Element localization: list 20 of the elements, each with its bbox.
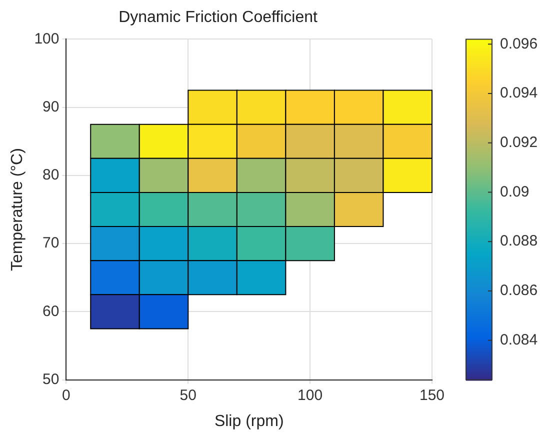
- x-tick-label: 150: [419, 386, 445, 404]
- color-bar-label: 0.086: [500, 282, 538, 300]
- color-bar-label: 0.092: [500, 134, 538, 151]
- color-bar-label: 0.088: [500, 232, 538, 250]
- y-tick-label: 70: [42, 234, 60, 252]
- x-tick-label: 100: [298, 386, 323, 404]
- y-tick-label: 50: [42, 370, 60, 388]
- y-tick-label: 100: [34, 30, 60, 48]
- y-tick-label: 60: [42, 302, 60, 320]
- y-tick-label: 80: [42, 166, 60, 184]
- color-bar-label: 0.096: [500, 35, 538, 52]
- x-tick-label: 0: [62, 386, 70, 404]
- chart-title: Dynamic Friction Coefficient: [118, 9, 318, 26]
- y-axis-title: Temperature (°C): [9, 148, 26, 271]
- y-tick-label: 90: [42, 98, 60, 116]
- x-tick-label: 50: [180, 386, 196, 404]
- color-bar-label: 0.084: [500, 331, 538, 348]
- x-axis-title: Slip (rpm): [214, 412, 284, 430]
- color-bar-label: 0.09: [500, 183, 530, 200]
- color-bar-label: 0.094: [500, 84, 538, 102]
